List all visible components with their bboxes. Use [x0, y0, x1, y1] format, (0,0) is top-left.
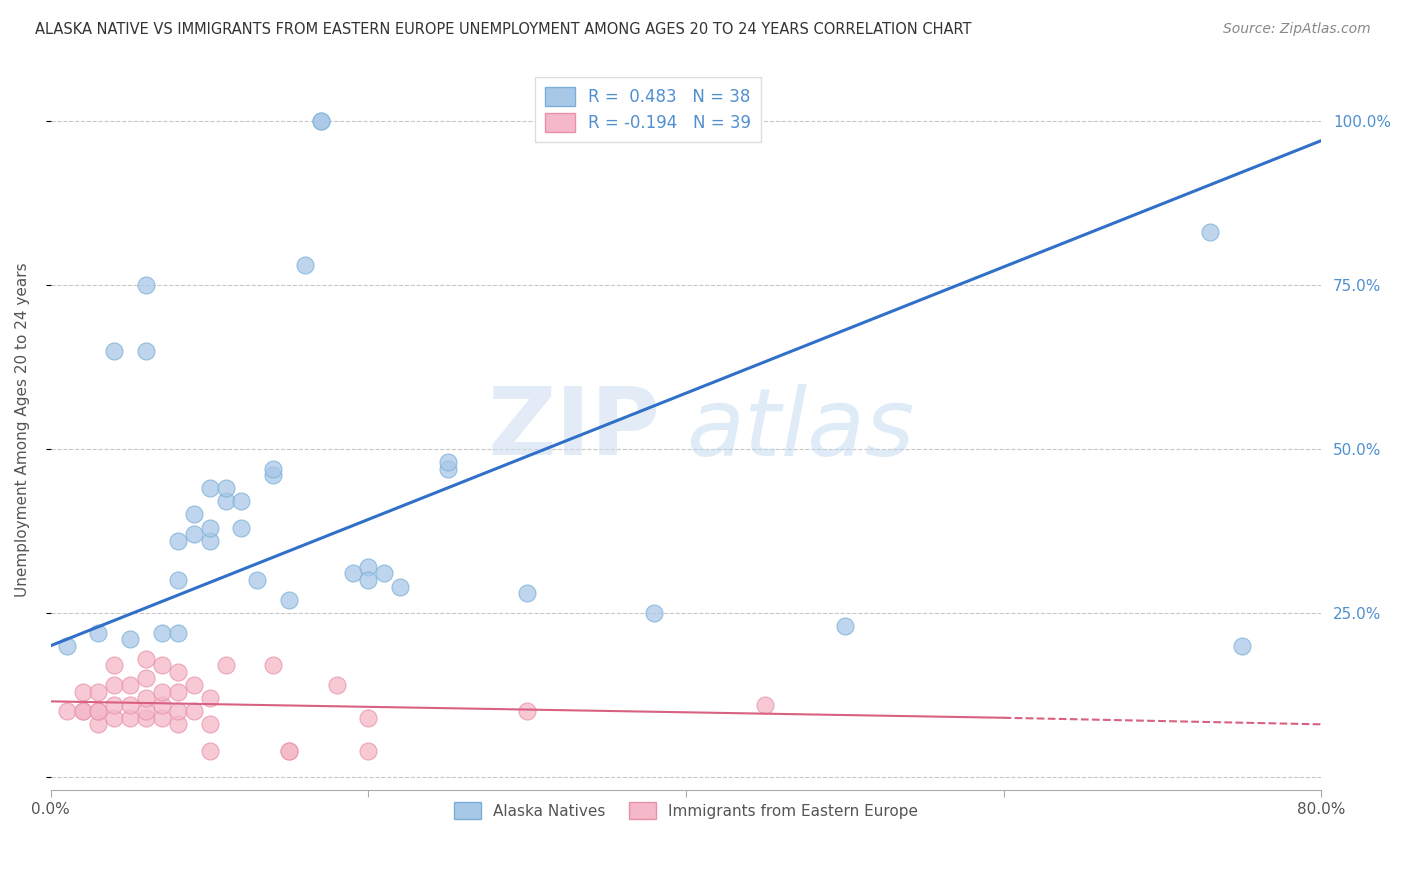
- Y-axis label: Unemployment Among Ages 20 to 24 years: Unemployment Among Ages 20 to 24 years: [15, 262, 30, 597]
- Point: [55, 639, 77, 653]
- Point: [309, 114, 332, 128]
- Point: [1230, 639, 1253, 653]
- Point: [198, 691, 221, 706]
- Point: [834, 619, 856, 633]
- Point: [120, 632, 142, 646]
- Point: [183, 678, 205, 692]
- Point: [389, 580, 412, 594]
- Point: [198, 520, 221, 534]
- Point: [167, 625, 190, 640]
- Point: [167, 533, 190, 548]
- Point: [135, 672, 157, 686]
- Point: [357, 711, 380, 725]
- Point: [231, 520, 253, 534]
- Point: [643, 606, 665, 620]
- Point: [516, 704, 538, 718]
- Point: [214, 494, 236, 508]
- Point: [357, 743, 380, 757]
- Point: [278, 592, 301, 607]
- Point: [1199, 226, 1222, 240]
- Point: [357, 560, 380, 574]
- Point: [262, 461, 284, 475]
- Legend: Alaska Natives, Immigrants from Eastern Europe: Alaska Natives, Immigrants from Eastern …: [447, 796, 925, 826]
- Point: [150, 711, 173, 725]
- Point: [135, 343, 157, 358]
- Point: [167, 665, 190, 679]
- Point: [167, 704, 190, 718]
- Text: atlas: atlas: [686, 384, 914, 475]
- Point: [87, 704, 110, 718]
- Point: [135, 652, 157, 666]
- Point: [167, 717, 190, 731]
- Point: [373, 566, 395, 581]
- Point: [198, 717, 221, 731]
- Point: [342, 566, 364, 581]
- Point: [516, 586, 538, 600]
- Point: [103, 711, 125, 725]
- Point: [150, 698, 173, 712]
- Text: ZIP: ZIP: [488, 384, 661, 475]
- Point: [120, 698, 142, 712]
- Point: [278, 743, 301, 757]
- Point: [262, 658, 284, 673]
- Point: [103, 343, 125, 358]
- Point: [246, 573, 269, 587]
- Point: [183, 704, 205, 718]
- Point: [103, 678, 125, 692]
- Point: [262, 468, 284, 483]
- Point: [55, 704, 77, 718]
- Point: [183, 508, 205, 522]
- Point: [437, 461, 460, 475]
- Point: [87, 625, 110, 640]
- Point: [754, 698, 776, 712]
- Point: [120, 711, 142, 725]
- Point: [150, 625, 173, 640]
- Point: [309, 114, 332, 128]
- Point: [150, 684, 173, 698]
- Point: [120, 678, 142, 692]
- Point: [231, 494, 253, 508]
- Point: [72, 704, 94, 718]
- Point: [278, 743, 301, 757]
- Point: [135, 711, 157, 725]
- Point: [214, 658, 236, 673]
- Text: Source: ZipAtlas.com: Source: ZipAtlas.com: [1223, 22, 1371, 37]
- Point: [167, 573, 190, 587]
- Point: [135, 277, 157, 292]
- Point: [437, 455, 460, 469]
- Point: [72, 704, 94, 718]
- Point: [357, 573, 380, 587]
- Point: [198, 533, 221, 548]
- Point: [103, 658, 125, 673]
- Point: [294, 258, 316, 272]
- Point: [198, 743, 221, 757]
- Point: [103, 698, 125, 712]
- Point: [198, 481, 221, 495]
- Text: ALASKA NATIVE VS IMMIGRANTS FROM EASTERN EUROPE UNEMPLOYMENT AMONG AGES 20 TO 24: ALASKA NATIVE VS IMMIGRANTS FROM EASTERN…: [35, 22, 972, 37]
- Point: [87, 717, 110, 731]
- Point: [72, 684, 94, 698]
- Point: [183, 527, 205, 541]
- Point: [135, 691, 157, 706]
- Point: [135, 704, 157, 718]
- Point: [87, 684, 110, 698]
- Point: [325, 678, 347, 692]
- Point: [214, 481, 236, 495]
- Point: [167, 684, 190, 698]
- Point: [150, 658, 173, 673]
- Point: [87, 704, 110, 718]
